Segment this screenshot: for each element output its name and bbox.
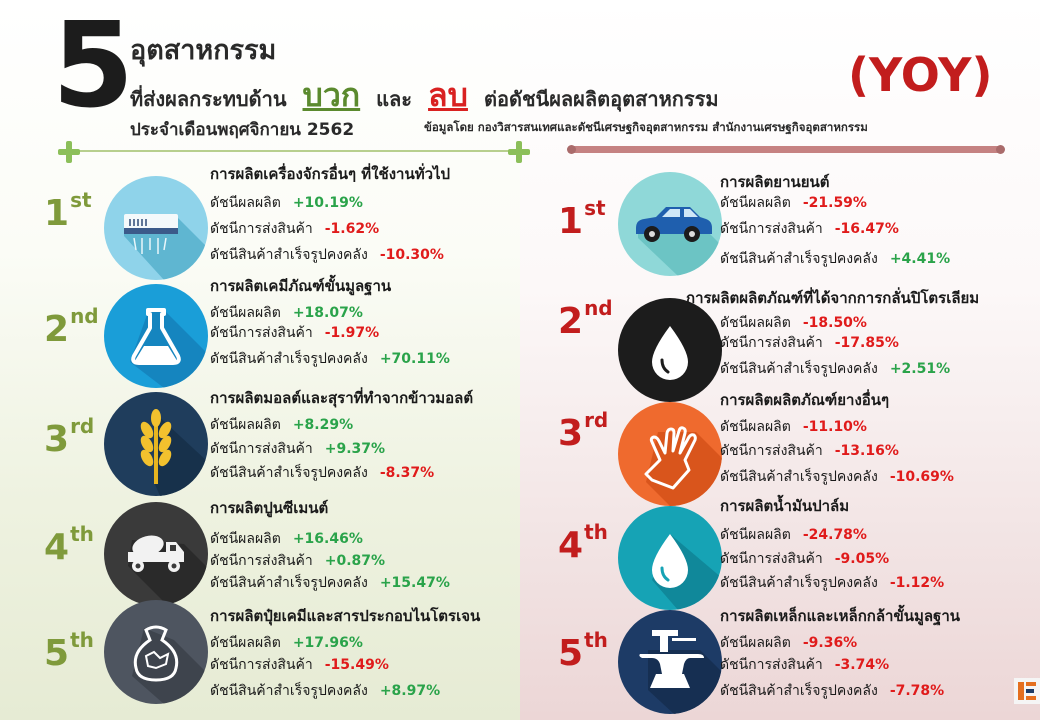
rank-label: 3rd [44, 414, 95, 460]
fertilizer-sack-icon [104, 600, 208, 704]
anvil-icon [618, 610, 722, 714]
negative-item-2: 2nd การผลิตผลิตภัณฑ์ที่ได้จากการกลั่นปิโ… [558, 286, 1040, 406]
production-row: ดัชนีผลผลิต -24.78% [720, 527, 867, 543]
rank-label: 4th [44, 522, 94, 568]
item-title: การผลิตเครื่องจักรอื่นๆ ที่ใช้งานทั่วไป [210, 165, 451, 183]
inventory-row: ดัชนีสินค้าสำเร็จรูปคงคลัง -8.37% [210, 465, 435, 481]
title-text-a: ที่ส่งผลกระทบด้าน [130, 87, 287, 111]
shipment-row: ดัชนีการส่งสินค้า -16.47% [720, 221, 899, 237]
item-title: การผลิตผลิตภัณฑ์ที่ได้จากการกลั่นปิโตรเล… [686, 289, 980, 307]
production-row: ดัชนีผลผลิต -11.10% [720, 419, 867, 435]
plus-icon [508, 141, 530, 163]
positive-item-1: 1st การผลิตเครื่องจักรอื่นๆ ที่ใช้งานทั่… [44, 165, 544, 286]
inventory-row: ดัชนีสินค้าสำเร็จรูปคงคลัง +15.47% [210, 575, 450, 591]
positive-item-4: 4th การผลิตปูนซีเมนต์ ดัชนีผลผลิต +16.46%… [44, 494, 544, 614]
big-number: 5 [52, 0, 134, 134]
plus-icon [58, 141, 80, 163]
flask-icon [104, 284, 208, 388]
car-icon [618, 172, 722, 276]
rank-label: 4th [558, 520, 608, 566]
title-line-3: ประจำเดือนพฤศจิกายน 2562 [130, 120, 355, 140]
item-title: การผลิตยานยนต์ [720, 173, 830, 191]
inventory-row: ดัชนีสินค้าสำเร็จรูปคงคลัง +8.97% [210, 683, 441, 699]
item-title: การผลิตปุ๋ยเคมีและสารประกอบไนโตรเจน [210, 607, 481, 625]
rank-label: 2nd [558, 296, 613, 342]
wheat-icon [104, 392, 208, 496]
positive-item-5: 5th การผลิตปุ๋ยเคมีและสารประกอบไนโตรเจน … [44, 600, 544, 720]
title-text-b: และ [376, 87, 413, 111]
rubber-glove-icon [618, 402, 722, 506]
negative-item-1: 1st การผลิตยานยนต์ ดัชนีผลผลิต -21.59% ดั… [558, 170, 1040, 290]
shipment-row: ดัชนีการส่งสินค้า -15.49% [210, 657, 389, 673]
rank-label: 1st [44, 188, 92, 234]
shipment-row: ดัชนีการส่งสินค้า +0.87% [210, 553, 386, 569]
title-text-c: ต่อดัชนีผลผลิตอุตสาหกรรม [483, 87, 719, 111]
right-divider [567, 145, 1005, 154]
item-title: การผลิตมอลต์และสุราที่ทำจากข้าวมอลต์ [210, 389, 474, 407]
rank-label: 2nd [44, 304, 99, 350]
item-title: การผลิตเคมีภัณฑ์ขั้นมูลฐาน [210, 277, 392, 295]
production-row: ดัชนีผลผลิต +18.07% [210, 305, 363, 321]
inventory-row: ดัชนีสินค้าสำเร็จรูปคงคลัง -10.30% [210, 247, 444, 263]
source-credit: ข้อมูลโดย กองวิสารสนเทศและดัชนีเศรษฐกิจอ… [424, 120, 868, 134]
shipment-row: ดัชนีการส่งสินค้า -1.97% [210, 325, 380, 341]
title-line-1: อุตสาหกรรม [130, 35, 277, 66]
inventory-row: ดัชนีสินค้าสำเร็จรูปคงคลัง +4.41% [720, 251, 951, 267]
production-row: ดัชนีผลผลิต +10.19% [210, 195, 363, 211]
positive-item-3: 3rd การผลิตมอลต์และสุราที่ทำจากข้าวมอลต์… [44, 386, 544, 506]
production-row: ดัชนีผลผลิต +17.96% [210, 635, 363, 651]
shipment-row: ดัชนีการส่งสินค้า -1.62% [210, 221, 380, 237]
item-title: การผลิตเหล็กและเหล็กกล้าขั้นมูลฐาน [720, 607, 961, 625]
shipment-row: ดัชนีการส่งสินค้า -3.74% [720, 657, 890, 673]
production-row: ดัชนีผลผลิต -18.50% [720, 315, 867, 331]
production-row: ดัชนีผลผลิต -9.36% [720, 635, 858, 651]
inventory-row: ดัชนีสินค้าสำเร็จรูปคงคลัง -1.12% [720, 575, 945, 591]
negative-word: ลบ [428, 76, 468, 114]
inventory-row: ดัชนีสินค้าสำเร็จรูปคงคลัง +2.51% [720, 361, 951, 377]
rank-label: 5th [44, 628, 94, 674]
positive-item-2: 2nd การผลิตเคมีภัณฑ์ขั้นมูลฐาน ดัชนีผลผล… [44, 277, 544, 398]
positive-word: บวก [302, 76, 361, 114]
negative-item-3: 3rd การผลิตผลิตภัณฑ์ยางอื่นๆ ดัชนีผลผลิต… [558, 388, 1040, 508]
air-conditioner-icon [104, 176, 208, 280]
left-divider [66, 150, 516, 152]
production-row: ดัชนีผลผลิต +16.46% [210, 531, 363, 547]
negative-item-5: 5th การผลิตเหล็กและเหล็กกล้าขั้นมูลฐาน ด… [558, 600, 1040, 720]
shipment-row: ดัชนีการส่งสินค้า -17.85% [720, 335, 899, 351]
cement-truck-icon [104, 502, 208, 606]
negative-item-4: 4th การผลิตน้ำมันปาล์ม ดัชนีผลผลิต -24.78… [558, 494, 1040, 614]
oil-drop-icon [618, 298, 722, 402]
production-row: ดัชนีผลผลิต +8.29% [210, 417, 354, 433]
shipment-row: ดัชนีการส่งสินค้า -13.16% [720, 443, 899, 459]
yoy-label: (YOY) [848, 48, 993, 102]
shipment-row: ดัชนีการส่งสินค้า +9.37% [210, 441, 386, 457]
title-line-2: ที่ส่งผลกระทบด้าน บวก และ ลบ ต่อดัชนีผลผ… [130, 70, 719, 121]
inventory-row: ดัชนีสินค้าสำเร็จรูปคงคลัง +70.11% [210, 351, 450, 367]
item-title: การผลิตปูนซีเมนต์ [210, 499, 329, 517]
left-panel-background [0, 0, 520, 720]
palm-oil-drop-icon [618, 506, 722, 610]
item-title: การผลิตผลิตภัณฑ์ยางอื่นๆ [720, 391, 890, 409]
shipment-row: ดัชนีการส่งสินค้า -9.05% [720, 551, 890, 567]
rank-label: 1st [558, 196, 606, 242]
inventory-row: ดัชนีสินค้าสำเร็จรูปคงคลัง -7.78% [720, 683, 945, 699]
production-row: ดัชนีผลผลิต -21.59% [720, 195, 867, 211]
organization-logo-icon [1014, 678, 1040, 704]
rank-label: 5th [558, 628, 608, 674]
item-title: การผลิตน้ำมันปาล์ม [720, 497, 850, 515]
inventory-row: ดัชนีสินค้าสำเร็จรูปคงคลัง -10.69% [720, 469, 954, 485]
right-panel-background [520, 0, 1040, 720]
rank-label: 3rd [558, 408, 609, 454]
